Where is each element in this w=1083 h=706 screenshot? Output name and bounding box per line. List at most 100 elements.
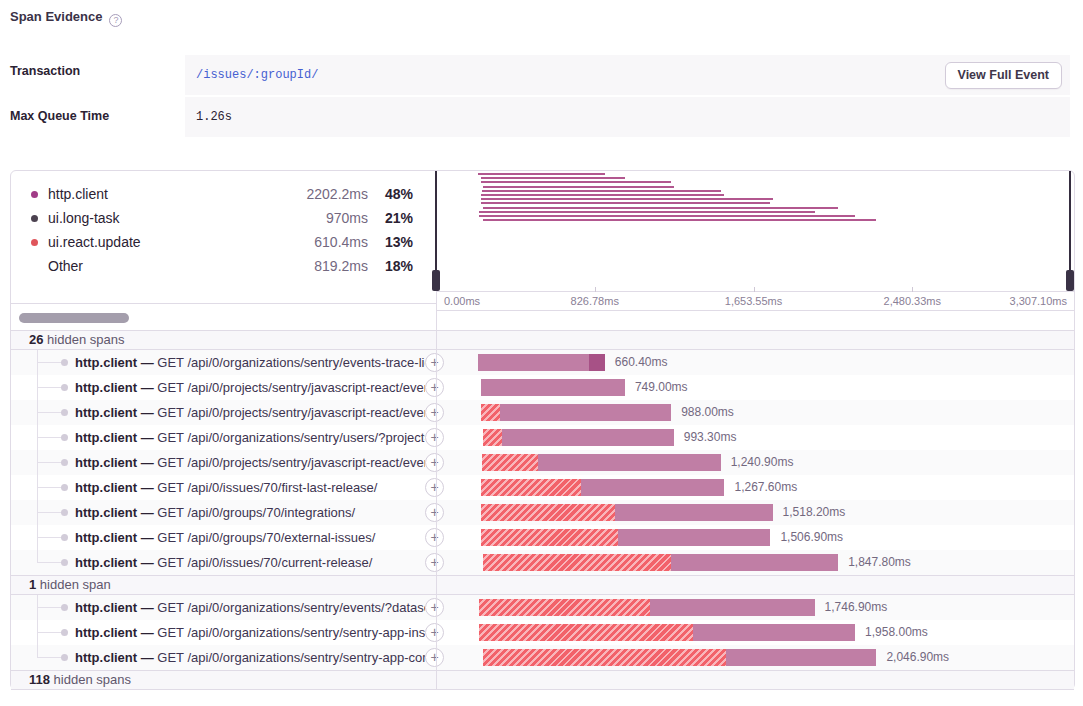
- span-bar[interactable]: [478, 354, 605, 371]
- view-full-event-button[interactable]: View Full Event: [945, 62, 1062, 89]
- span-row[interactable]: http.client — GET /api/0/projects/sentry…: [11, 450, 1074, 475]
- tree-connector: [37, 632, 62, 633]
- span-bar[interactable]: [481, 529, 770, 546]
- span-description: http.client — GET /api/0/organizations/s…: [75, 620, 425, 645]
- axis-label: 826.78ms: [571, 292, 619, 311]
- span-description: http.client — GET /api/0/groups/70/exter…: [75, 525, 425, 550]
- legend-label: Other: [48, 258, 288, 274]
- legend-item-ui.long-task[interactable]: ui.long-task970ms21%: [11, 206, 436, 230]
- minimap[interactable]: [435, 171, 1071, 291]
- expand-span-button[interactable]: +: [425, 453, 444, 472]
- tree-dot: [61, 654, 68, 661]
- legend-dot: [31, 239, 38, 246]
- span-row[interactable]: http.client — GET /api/0/issues/70/first…: [11, 475, 1074, 500]
- tree-dot: [61, 409, 68, 416]
- span-bar[interactable]: [483, 649, 876, 666]
- minimap-span-bar: [479, 211, 814, 213]
- span-row[interactable]: http.client — GET /api/0/organizations/s…: [11, 350, 1074, 375]
- legend-item-ui.react.update[interactable]: ui.react.update610.4ms13%: [11, 230, 436, 254]
- expand-span-button[interactable]: +: [425, 428, 444, 447]
- span-duration-label: 2,046.90ms: [886, 645, 949, 670]
- minimap-span-bar: [481, 194, 724, 196]
- span-bar[interactable]: [481, 479, 724, 496]
- span-row[interactable]: http.client — GET /api/0/organizations/s…: [11, 620, 1074, 645]
- minimap-right-handle-grip[interactable]: [1066, 270, 1074, 291]
- expand-span-button[interactable]: +: [425, 503, 444, 522]
- queue-time-hatch: [479, 624, 693, 641]
- span-description: http.client — GET /api/0/organizations/s…: [75, 645, 425, 670]
- tree-dot: [61, 629, 68, 636]
- minimap-span-bar: [481, 181, 671, 183]
- span-row[interactable]: http.client — GET /api/0/groups/70/integ…: [11, 500, 1074, 525]
- transaction-link[interactable]: /issues/:groupId/: [196, 55, 318, 95]
- legend-item-Other[interactable]: Other819.2ms18%: [11, 254, 436, 278]
- span-row[interactable]: http.client — GET /api/0/groups/70/exter…: [11, 525, 1074, 550]
- minimap-span-bar: [481, 198, 772, 200]
- span-duration-label: 1,506.90ms: [780, 525, 843, 550]
- span-bar[interactable]: [483, 554, 838, 571]
- expand-span-button[interactable]: +: [425, 648, 444, 667]
- span-row[interactable]: http.client — GET /api/0/issues/70/curre…: [11, 550, 1074, 575]
- span-duration-label: 660.40ms: [615, 350, 668, 375]
- span-bar[interactable]: [481, 504, 772, 521]
- span-description: http.client — GET /api/0/issues/70/first…: [75, 475, 425, 500]
- span-bar[interactable]: [481, 404, 671, 421]
- legend-item-http.client[interactable]: http.client2202.2ms48%: [11, 182, 436, 206]
- tree-dot: [61, 509, 68, 516]
- expand-span-button[interactable]: +: [425, 553, 444, 572]
- queue-time-hatch: [481, 404, 499, 421]
- queue-time-hatch: [483, 554, 670, 571]
- span-bar[interactable]: [483, 429, 674, 446]
- expand-span-button[interactable]: +: [425, 403, 444, 422]
- pane-divider: [436, 291, 437, 689]
- span-waterfall-panel: http.client2202.2ms48%ui.long-task970ms2…: [10, 170, 1075, 690]
- span-bar[interactable]: [481, 379, 625, 396]
- expand-span-button[interactable]: +: [425, 353, 444, 372]
- horizontal-scrollbar-thumb[interactable]: [19, 313, 129, 323]
- tree-connector: [37, 487, 62, 488]
- minimap-span-bar: [481, 202, 770, 204]
- span-duration-label: 1,847.80ms: [848, 550, 911, 575]
- hidden-spans-row[interactable]: 1 hidden span: [11, 575, 1074, 595]
- span-dark-segment: [589, 354, 604, 371]
- queue-time-hatch: [481, 504, 615, 521]
- help-icon[interactable]: ?: [109, 14, 122, 27]
- span-description: http.client — GET /api/0/projects/sentry…: [75, 450, 425, 475]
- span-row[interactable]: http.client — GET /api/0/projects/sentry…: [11, 375, 1074, 400]
- legend-pct: 13%: [377, 234, 413, 250]
- minimap-span-bar: [479, 215, 855, 217]
- span-row[interactable]: http.client — GET /api/0/organizations/s…: [11, 645, 1074, 670]
- legend-label: ui.long-task: [48, 210, 288, 226]
- span-bar[interactable]: [479, 599, 814, 616]
- tree-connector: [37, 607, 62, 608]
- span-bar[interactable]: [479, 624, 855, 641]
- span-row[interactable]: http.client — GET /api/0/projects/sentry…: [11, 400, 1074, 425]
- axis-tick: [595, 287, 596, 292]
- expand-span-button[interactable]: +: [425, 598, 444, 617]
- queue-time-hatch: [479, 599, 650, 616]
- span-description: http.client — GET /api/0/projects/sentry…: [75, 400, 425, 425]
- span-description: http.client — GET /api/0/organizations/s…: [75, 350, 425, 375]
- span-bar[interactable]: [482, 454, 720, 471]
- axis-label: 2,480.33ms: [884, 292, 941, 311]
- transaction-value-box: /issues/:groupId/ View Full Event: [185, 55, 1070, 95]
- expand-span-button[interactable]: +: [425, 478, 444, 497]
- expand-span-button[interactable]: +: [425, 623, 444, 642]
- tree-dot: [61, 434, 68, 441]
- hidden-spans-row[interactable]: 26 hidden spans: [11, 330, 1074, 350]
- expand-span-button[interactable]: +: [425, 528, 444, 547]
- span-description: http.client — GET /api/0/organizations/s…: [75, 425, 425, 450]
- span-row[interactable]: http.client — GET /api/0/organizations/s…: [11, 595, 1074, 620]
- queue-time-hatch: [482, 454, 537, 471]
- minimap-left-handle-grip[interactable]: [432, 270, 440, 291]
- span-description: http.client — GET /api/0/groups/70/integ…: [75, 500, 425, 525]
- max-queue-time-value-box: 1.26s: [185, 97, 1070, 137]
- legend-pct: 21%: [377, 210, 413, 226]
- minimap-span-bar: [482, 190, 720, 192]
- span-duration-label: 993.30ms: [684, 425, 737, 450]
- minimap-span-bar: [483, 219, 876, 221]
- span-description: http.client — GET /api/0/issues/70/curre…: [75, 550, 425, 575]
- hidden-spans-row[interactable]: 118 hidden spans: [11, 670, 1074, 690]
- expand-span-button[interactable]: +: [425, 378, 444, 397]
- span-row[interactable]: http.client — GET /api/0/organizations/s…: [11, 425, 1074, 450]
